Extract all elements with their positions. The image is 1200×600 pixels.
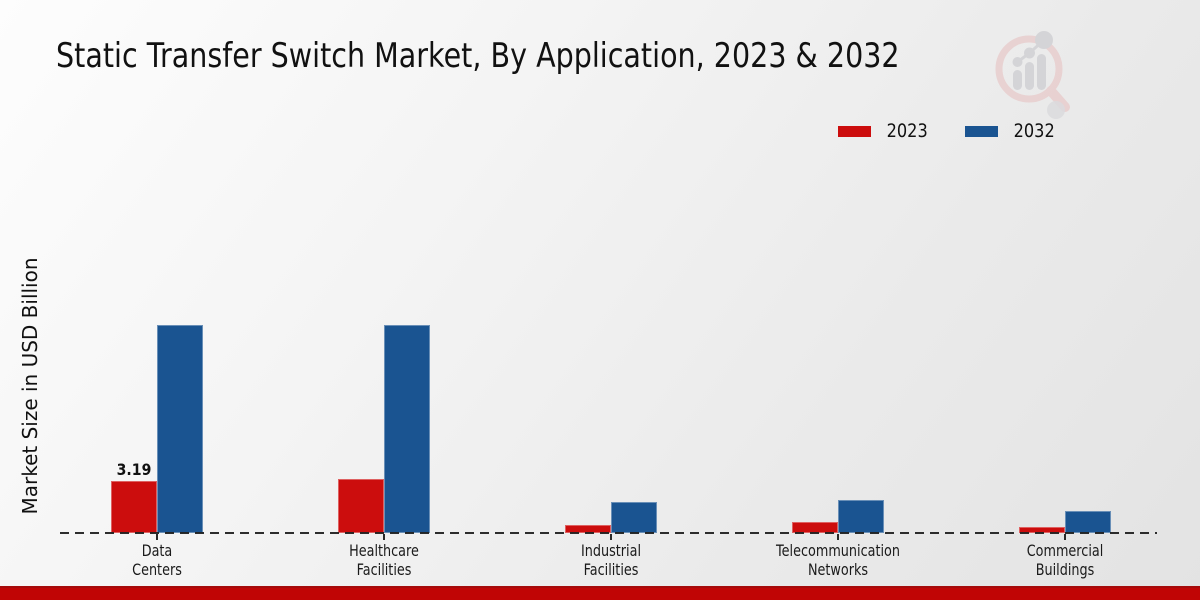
bar-2032-industrial-facilities	[611, 502, 657, 533]
x-axis-tick-industrial-facilities	[610, 534, 612, 540]
x-axis-label-commercial-buildings: Commercial Buildings	[1026, 541, 1104, 579]
bar-value-label-2023-data-centers: 3.19	[116, 460, 152, 479]
x-axis-tick-commercial-buildings	[1064, 534, 1066, 540]
legend-swatch-2032	[965, 125, 999, 137]
x-axis-tick-data-centers	[156, 534, 158, 540]
x-axis-label-healthcare-facilities: Healthcare Facilities	[349, 541, 419, 579]
legend: 2023 2032	[838, 120, 1059, 142]
bar-2023-commercial-buildings	[1019, 527, 1065, 533]
x-axis-baseline	[60, 532, 1157, 534]
bar-2023-industrial-facilities	[565, 525, 611, 533]
magnifier-bar-chart-watermark-icon	[995, 31, 1070, 119]
bar-2032-telecommunication-networks	[838, 500, 884, 533]
legend-swatch-2023	[838, 125, 871, 137]
brand-footer-bar	[0, 586, 1200, 600]
bar-2023-healthcare-facilities	[338, 479, 384, 533]
x-axis-label-industrial-facilities: Industrial Facilities	[580, 541, 642, 579]
x-axis-tick-healthcare-facilities	[383, 534, 385, 540]
bar-2032-data-centers	[157, 325, 203, 533]
legend-label-2032: 2032	[1013, 120, 1056, 142]
bar-2023-data-centers	[111, 481, 157, 533]
bar-2023-telecommunication-networks	[792, 522, 838, 533]
bar-2032-commercial-buildings	[1065, 511, 1111, 533]
x-axis-tick-telecommunication-networks	[837, 534, 839, 540]
legend-item-2032: 2032	[965, 120, 1058, 142]
x-axis-label-telecommunication-networks: Telecommunication Networks	[776, 541, 900, 579]
legend-label-2023: 2023	[886, 120, 928, 142]
chart-title: Static Transfer Switch Market, By Applic…	[56, 36, 900, 76]
x-axis-label-data-centers: Data Centers	[132, 541, 182, 579]
legend-item-2023: 2023	[838, 120, 931, 142]
bar-2032-healthcare-facilities	[384, 325, 430, 533]
